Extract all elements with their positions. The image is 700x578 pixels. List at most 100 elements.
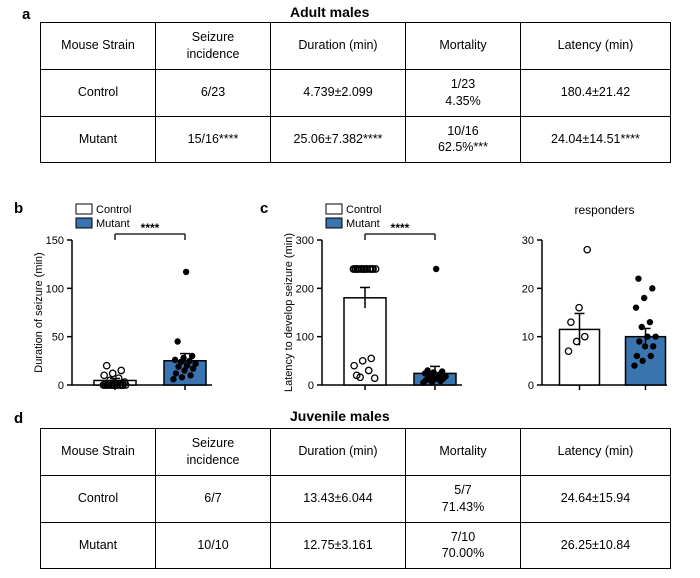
data-point xyxy=(649,285,655,291)
data-point xyxy=(639,324,645,330)
data-point xyxy=(647,319,653,325)
legend-label: Control xyxy=(346,204,381,216)
legend-swatch xyxy=(326,218,342,228)
data-point xyxy=(641,295,647,301)
ytick-label: 150 xyxy=(46,235,64,247)
data-point xyxy=(118,367,124,373)
table-row: Mutant15/16****25.06±7.382****10/1662.5%… xyxy=(41,116,671,163)
data-point xyxy=(648,353,654,359)
ytick-label: 0 xyxy=(308,380,314,392)
data-point xyxy=(634,353,640,359)
data-point xyxy=(633,304,639,310)
data-point xyxy=(183,269,189,275)
col-header: Seizure incidence xyxy=(156,429,271,476)
data-point xyxy=(439,368,445,374)
panel-a-label: a xyxy=(22,6,30,23)
panel-a-title: Adult males xyxy=(290,4,369,20)
cell: 7/1070.00% xyxy=(406,522,521,569)
legend-swatch xyxy=(76,218,92,228)
data-point xyxy=(652,333,658,339)
table-row: Control6/713.43±6.0445/771.43%24.64±15.9… xyxy=(41,475,671,522)
data-point xyxy=(187,372,193,378)
data-table: Mouse StrainSeizure incidenceDuration (m… xyxy=(40,22,671,163)
ytick-label: 0 xyxy=(528,380,534,392)
data-point xyxy=(430,369,436,375)
panel-b-label: b xyxy=(14,200,23,217)
data-point xyxy=(576,304,582,310)
cell: 6/7 xyxy=(156,475,271,522)
y-axis-label: Duration of seizure (min) xyxy=(33,252,45,372)
data-point xyxy=(103,362,109,368)
col-header: Mortality xyxy=(406,23,521,70)
ytick-label: 0 xyxy=(58,380,64,392)
cell: 5/771.43% xyxy=(406,475,521,522)
col-header: Seizure incidence xyxy=(156,23,271,70)
table-row: Control6/234.739±2.0991/234.35%180.4±21.… xyxy=(41,69,671,116)
data-point xyxy=(636,338,642,344)
data-point xyxy=(170,376,176,382)
legend-label: Mutant xyxy=(96,218,130,230)
data-point xyxy=(642,343,648,349)
panel-d-title: Juvenile males xyxy=(290,408,390,424)
data-point xyxy=(650,343,656,349)
panel-d-label: d xyxy=(14,410,23,427)
cell: 6/23 xyxy=(156,69,271,116)
data-point xyxy=(635,275,641,281)
data-point xyxy=(180,355,186,361)
cell: 26.25±10.84 xyxy=(521,522,671,569)
legend-label: Mutant xyxy=(346,218,380,230)
data-point xyxy=(172,357,178,363)
col-header: Latency (min) xyxy=(521,429,671,476)
col-header: Mouse Strain xyxy=(41,23,156,70)
col-header: Mouse Strain xyxy=(41,429,156,476)
data-point xyxy=(644,333,650,339)
data-point xyxy=(639,358,645,364)
data-point xyxy=(568,319,574,325)
chart-subtitle: responders xyxy=(574,203,634,217)
col-header: Duration (min) xyxy=(271,429,406,476)
data-point xyxy=(101,372,107,378)
ytick-label: 50 xyxy=(52,332,64,344)
data-table: Mouse StrainSeizure incidenceDuration (m… xyxy=(40,428,671,569)
cell: 24.64±15.94 xyxy=(521,475,671,522)
cell: 24.04±14.51**** xyxy=(521,116,671,163)
data-point xyxy=(631,362,637,368)
cell: 10/1662.5%*** xyxy=(406,116,521,163)
cell: 13.43±6.044 xyxy=(271,475,406,522)
table-row: Mutant10/1012.75±3.1617/1070.00%26.25±10… xyxy=(41,522,671,569)
ytick-label: 20 xyxy=(522,283,534,295)
y-axis-label: Latency to develop seizure (min) xyxy=(283,233,295,392)
cell: Control xyxy=(41,475,156,522)
cell: 1/234.35% xyxy=(406,69,521,116)
ytick-label: 30 xyxy=(522,235,534,247)
legend-label: Control xyxy=(96,204,131,216)
cell: 15/16**** xyxy=(156,116,271,163)
cell: Mutant xyxy=(41,116,156,163)
legend-swatch xyxy=(76,204,92,214)
data-point xyxy=(584,246,590,252)
data-point xyxy=(189,353,195,359)
ytick-label: 10 xyxy=(522,332,534,344)
bar-control xyxy=(344,298,386,385)
cell: 4.739±2.099 xyxy=(271,69,406,116)
cell: 25.06±7.382**** xyxy=(271,116,406,163)
chart-c-left: 0 100 200 300Latency to develop seizure (mi… xyxy=(280,200,468,407)
col-header: Latency (min) xyxy=(521,23,671,70)
ytick-label: 300 xyxy=(296,235,314,247)
data-point xyxy=(173,370,179,376)
data-point xyxy=(109,370,115,376)
cell: 10/10 xyxy=(156,522,271,569)
cell: Mutant xyxy=(41,522,156,569)
data-point xyxy=(433,266,439,272)
data-point xyxy=(424,367,430,373)
col-header: Duration (min) xyxy=(271,23,406,70)
legend-swatch xyxy=(326,204,342,214)
data-point xyxy=(192,361,198,367)
chart-c-right: 0 10 20 30 responders xyxy=(500,200,673,407)
sig-label: **** xyxy=(391,221,410,235)
cell: Control xyxy=(41,69,156,116)
cell: 180.4±21.42 xyxy=(521,69,671,116)
ytick-label: 100 xyxy=(296,332,314,344)
ytick-label: 200 xyxy=(296,283,314,295)
col-header: Mortality xyxy=(406,429,521,476)
